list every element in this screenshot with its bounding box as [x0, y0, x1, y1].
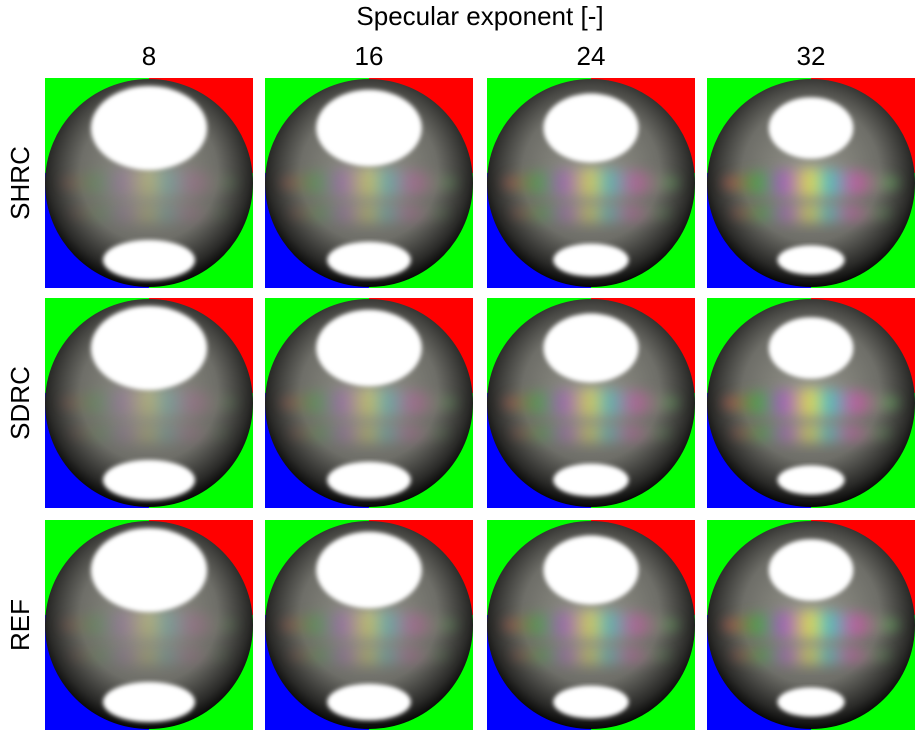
row-label: SDRC [5, 366, 35, 440]
figure: Specular exponent [-] 8 16 24 32 SHRC SDRC REF [0, 0, 916, 731]
color-band [503, 389, 679, 417]
color-band [69, 645, 229, 665]
render-cell [707, 520, 915, 730]
color-band [289, 203, 449, 223]
color-band [281, 169, 457, 197]
color-band [723, 389, 899, 417]
highlight-bottom [327, 684, 411, 720]
color-band [289, 645, 449, 665]
highlight-bottom [327, 242, 411, 278]
row-label: REF [5, 599, 35, 651]
figure-title: Specular exponent [-] [356, 1, 603, 31]
render-cell [45, 520, 253, 730]
highlight-top [91, 528, 207, 612]
render-cell [707, 78, 915, 288]
highlight-bottom [103, 240, 195, 280]
color-band [281, 611, 457, 639]
color-band [281, 389, 457, 417]
highlight-top [543, 314, 638, 383]
highlight-bottom [103, 682, 195, 722]
color-band [503, 169, 679, 197]
color-band [69, 203, 229, 223]
highlight-bottom [777, 245, 844, 274]
page: Specular exponent [-] 8 16 24 32 SHRC SDRC REF… [0, 0, 916, 731]
render-cell [45, 298, 253, 508]
highlight-top [769, 97, 854, 158]
row-label: SHRC [5, 146, 35, 220]
render-cell [487, 78, 695, 288]
color-band [289, 423, 449, 443]
color-band [511, 203, 671, 223]
column-label: 32 [797, 41, 826, 71]
column-label: 24 [577, 41, 606, 71]
highlight-bottom [327, 462, 411, 498]
color-band [731, 423, 891, 443]
highlight-top [316, 532, 422, 608]
render-cell [265, 298, 473, 508]
highlight-top [91, 306, 207, 390]
color-band [731, 645, 891, 665]
render-cell [265, 520, 473, 730]
highlight-bottom [553, 244, 628, 277]
render-cell [707, 298, 915, 508]
column-label: 16 [355, 41, 384, 71]
highlight-top [316, 310, 422, 386]
color-band [511, 645, 671, 665]
color-band [61, 611, 237, 639]
render-cell [487, 298, 695, 508]
highlight-bottom [777, 687, 844, 716]
color-band [723, 611, 899, 639]
highlight-top [543, 536, 638, 605]
color-band [69, 423, 229, 443]
color-band [511, 423, 671, 443]
color-band [503, 611, 679, 639]
highlight-bottom [553, 686, 628, 719]
highlight-top [316, 90, 422, 166]
color-band [731, 203, 891, 223]
render-cell [45, 78, 253, 288]
color-band [61, 389, 237, 417]
render-cell [265, 78, 473, 288]
highlight-top [769, 539, 854, 600]
highlight-bottom [777, 465, 844, 494]
highlight-bottom [103, 460, 195, 500]
render-cell [487, 520, 695, 730]
highlight-top [543, 94, 638, 163]
highlight-bottom [553, 464, 628, 497]
highlight-top [769, 317, 854, 378]
color-band [723, 169, 899, 197]
color-band [61, 169, 237, 197]
column-label: 8 [142, 41, 156, 71]
highlight-top [91, 86, 207, 170]
